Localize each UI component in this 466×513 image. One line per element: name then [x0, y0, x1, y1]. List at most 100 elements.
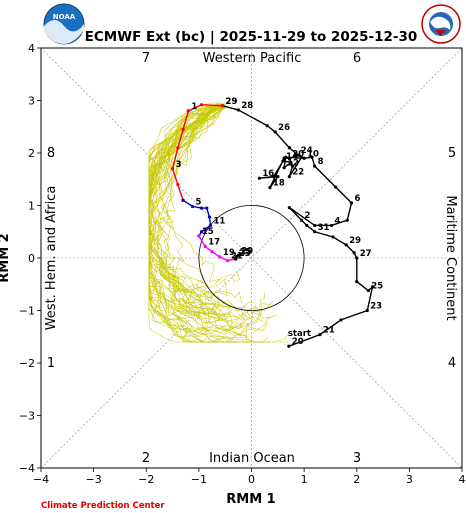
- x-tick-label: 2: [353, 473, 360, 486]
- observed-point: [276, 175, 280, 179]
- observed-day-label: 23: [370, 302, 382, 312]
- observed-point: [299, 218, 304, 222]
- forecast-week1-point: [176, 146, 180, 150]
- ensemble-members: [148, 102, 290, 343]
- y-tick-label: 4: [28, 42, 35, 55]
- y-tick-label: −1: [19, 305, 35, 318]
- phase-label-7: 7: [142, 51, 150, 66]
- x-tick-label: 4: [459, 473, 466, 486]
- region-label-right: Maritime Continent: [443, 195, 458, 320]
- phase-label-6: 6: [353, 51, 361, 66]
- forecast-week4-day-label: 25: [240, 247, 252, 257]
- observed-day-label: 2: [304, 211, 310, 221]
- forecast-week1-point: [186, 109, 190, 113]
- observed-point: [265, 124, 269, 128]
- observed-point: [334, 185, 338, 189]
- forecast-week2-day-label: 11: [213, 216, 225, 226]
- forecast-track: 291351115171921232529: [170, 97, 253, 263]
- observed-point: [370, 285, 375, 289]
- forecast-week2-day-label: 5: [196, 198, 202, 208]
- x-tick-label: −4: [33, 473, 49, 486]
- ensemble-member-line: [148, 106, 273, 325]
- observed-point: [289, 160, 293, 165]
- svg-text:NOAA: NOAA: [53, 13, 76, 21]
- forecast-week4-day-label: 29: [241, 246, 253, 256]
- observed-point: [272, 175, 276, 179]
- forecast-week2-point: [205, 206, 209, 210]
- nws-logo: [421, 4, 461, 44]
- observed-point: [302, 156, 306, 160]
- phase-label-3: 3: [353, 451, 361, 466]
- forecast-week1-day-label: 1: [191, 102, 197, 112]
- observed-point: [355, 280, 359, 284]
- forecast-week2-point: [190, 204, 195, 209]
- phase-label-4: 4: [448, 356, 456, 371]
- forecast-week3-point: [210, 250, 214, 254]
- ensemble-member-line: [148, 104, 269, 332]
- ensemble-member-line: [156, 103, 232, 310]
- observed-point: [287, 175, 291, 179]
- observed-point: [287, 156, 291, 160]
- x-tick-label: 1: [301, 473, 308, 486]
- forecast-week2-day-label: 15: [202, 227, 214, 237]
- ensemble-member-line: [148, 102, 230, 316]
- forecast-week3-point: [226, 259, 230, 263]
- observed-point: [365, 308, 369, 313]
- x-tick-label: −2: [138, 473, 154, 486]
- observed-point: [236, 108, 240, 112]
- y-tick-label: 3: [28, 95, 35, 108]
- observed-point: [268, 186, 272, 190]
- observed-point: [287, 344, 291, 348]
- observed-day-label: 26: [278, 123, 290, 133]
- observed-point: [352, 251, 356, 255]
- forecast-week3-day-label: 19: [223, 248, 235, 258]
- forecast-week2-point: [203, 227, 207, 231]
- observed-track: 2021232527293124681012141618202224262829…: [220, 97, 383, 348]
- forecast-week2-point: [207, 215, 211, 219]
- observed-point: [287, 206, 291, 210]
- ensemble-member-line: [160, 105, 240, 285]
- observed-point: [313, 230, 317, 234]
- forecast-week1-point: [199, 103, 204, 107]
- phase-label-5: 5: [448, 146, 456, 161]
- observed-day-label: 12: [287, 159, 299, 169]
- chart-title: ECMWF Ext (bc) | 2025-11-29 to 2025-12-3…: [85, 29, 418, 45]
- observed-point: [299, 155, 304, 159]
- observed-point: [355, 256, 359, 260]
- forecast-week1-point: [181, 127, 185, 131]
- x-tick-label: 0: [248, 473, 255, 486]
- ensemble-member-line: [148, 103, 274, 335]
- y-tick-label: −2: [19, 357, 35, 370]
- forecast-week1-day-label: 29: [226, 97, 238, 107]
- x-tick-label: −1: [191, 473, 207, 486]
- forecast-week1-day-label: 3: [176, 160, 182, 170]
- observed-day-label: 10: [307, 149, 319, 159]
- observed-day-label: 29: [226, 97, 238, 107]
- ensemble-member-line: [152, 107, 222, 296]
- observed-point: [310, 155, 314, 159]
- observed-point: [329, 223, 334, 228]
- region-label-bottom: Indian Ocean: [209, 451, 295, 466]
- observed-point: [313, 164, 317, 168]
- observed-day-label: 31: [318, 223, 330, 233]
- forecast-week1-point: [170, 167, 175, 171]
- plot-area: [40, 47, 463, 469]
- noaa-logo: NOAA: [43, 3, 85, 45]
- forecast-week1-point: [220, 104, 225, 108]
- ensemble-member-line: [148, 103, 254, 312]
- region-label-top: Western Pacific: [203, 51, 302, 66]
- phase-label-1: 1: [47, 356, 55, 371]
- observed-point: [287, 146, 291, 150]
- observed-day-label: 4: [334, 216, 340, 226]
- forecast-week2-point: [199, 206, 204, 210]
- forecast-week1-line: [171, 103, 223, 201]
- observed-start-label: start: [288, 329, 311, 339]
- observed-point: [290, 164, 295, 168]
- observed-point: [305, 223, 309, 228]
- y-tick-label: 1: [28, 200, 35, 213]
- ensemble-member-line: [148, 104, 254, 325]
- observed-point: [344, 243, 348, 247]
- observed-day-label: 24: [301, 146, 313, 156]
- y-tick-label: 0: [28, 252, 35, 265]
